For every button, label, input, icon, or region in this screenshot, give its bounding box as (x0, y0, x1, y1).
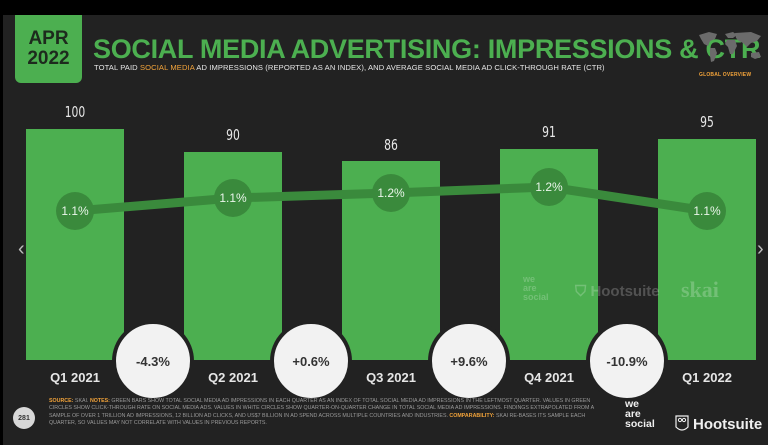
source-label: SOURCE: (49, 398, 74, 404)
owl-icon: ⛉ (575, 283, 587, 300)
hootsuite-logo: Hootsuite (675, 415, 762, 433)
bar-value: 86 (384, 136, 398, 154)
comparability-label: COMPARABILITY: (449, 412, 495, 419)
slide: APR 2022 SOCIAL MEDIA ADVERTISING: IMPRE… (3, 15, 768, 445)
logo-text: are (625, 408, 641, 420)
watermark-text: Hootsuite (590, 283, 660, 300)
notes-label: NOTES: (89, 398, 110, 404)
watermark-skai: skai (681, 277, 719, 302)
watermark-text: social (523, 292, 549, 302)
comparability-text: SKAI RE-BASES ITS SAMPLE EACH QUARTER, S… (49, 412, 586, 427)
next-slide-button[interactable]: › (757, 238, 764, 260)
date-badge: APR 2022 (15, 15, 82, 83)
section-label: GLOBAL OVERVIEW (699, 72, 752, 78)
chart-title: SOCIAL MEDIA ADVERTISING: IMPRESSIONS & … (93, 34, 761, 64)
bar-value: 90 (226, 126, 240, 144)
ctr-point: 1.1% (214, 179, 252, 217)
x-axis-label: Q4 2021 (524, 370, 574, 385)
world-map-icon (699, 32, 761, 62)
bar-q1-2022 (658, 139, 756, 360)
ctr-point: 1.2% (530, 168, 568, 206)
qoq-change-badge: +9.6% (428, 320, 510, 402)
owl-icon (675, 415, 689, 431)
bar-value: 100 (64, 103, 86, 121)
source-text: SKAI. (73, 398, 90, 404)
logo-text: we (625, 398, 640, 410)
x-axis-label: Q1 2021 (50, 370, 100, 385)
qoq-change-badge: -10.9% (586, 320, 668, 402)
page-number: 281 (13, 407, 35, 429)
qoq-change-badge: -4.3% (112, 320, 194, 402)
watermark-text: we (523, 274, 536, 284)
prev-slide-button[interactable]: ‹ (18, 238, 25, 260)
watermark-text: are (523, 283, 537, 293)
notes-text: GREEN BARS SHOW TOTAL SOCIAL MEDIA AD IM… (49, 398, 594, 419)
bar-q1-2021 (26, 129, 124, 360)
ctr-point: 1.1% (56, 192, 94, 230)
ctr-point: 1.2% (372, 174, 410, 212)
subtitle-text: TOTAL PAID (94, 63, 140, 72)
date-year: 2022 (27, 48, 70, 69)
subtitle-text-rest: AD IMPRESSIONS (REPORTED AS AN INDEX), A… (194, 63, 605, 72)
date-month: APR (28, 28, 69, 49)
watermark-we-are-social: we are social (523, 275, 549, 302)
x-axis-label: Q3 2021 (366, 370, 416, 385)
qoq-change-badge: +0.6% (270, 320, 352, 402)
x-axis-label: Q1 2022 (682, 370, 732, 385)
logo-text: Hootsuite (693, 415, 763, 433)
chart-subtitle: TOTAL PAID SOCIAL MEDIA AD IMPRESSIONS (… (94, 63, 605, 72)
we-are-social-logo: we are social (625, 398, 655, 430)
bar-value: 91 (542, 123, 556, 141)
subtitle-highlight: SOCIAL MEDIA (139, 63, 195, 72)
x-axis-label: Q2 2021 (208, 370, 258, 385)
bar-value: 95 (700, 113, 714, 131)
logo-text: social (625, 418, 655, 430)
watermark-hootsuite: ⛉ Hootsuite (575, 283, 660, 300)
ctr-point: 1.1% (688, 192, 726, 230)
footnotes: SOURCE: SKAI. NOTES: GREEN BARS SHOW TOT… (49, 398, 609, 428)
